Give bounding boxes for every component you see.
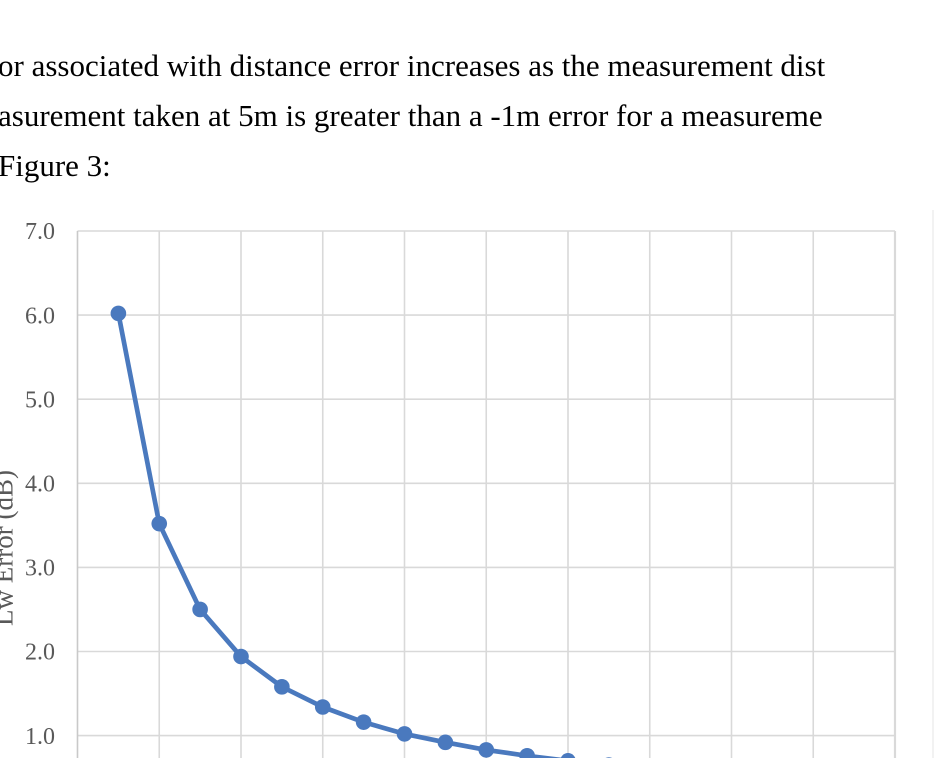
y-tick-label: 4.0	[25, 471, 55, 497]
data-point-marker	[396, 726, 413, 742]
data-point-marker	[233, 648, 249, 665]
y-tick-label: 5.0	[25, 387, 55, 413]
y-tick-label: 2.0	[25, 640, 55, 666]
figure-reference-label: Figure 3:	[0, 148, 111, 183]
data-point-marker	[274, 679, 290, 695]
data-point-marker	[151, 515, 168, 532]
y-tick-label: 1.0	[25, 724, 55, 750]
data-point-marker	[519, 747, 535, 758]
data-point-marker	[478, 742, 495, 758]
data-point-marker	[110, 305, 127, 322]
paragraph-line-1: or associated with distance error increa…	[0, 48, 826, 83]
data-point-marker	[437, 734, 454, 751]
data-point-marker	[192, 601, 208, 618]
y-tick-label: 3.0	[25, 556, 55, 582]
paragraph-line-2: asurement taken at 5m is greater than a …	[0, 98, 823, 133]
series-line	[116, 311, 565, 758]
data-point-marker	[560, 753, 576, 758]
y-tick-label: 6.0	[25, 303, 55, 329]
y-tick-label: 7.0	[25, 219, 55, 245]
y-axis-title: Lw Error (dB)	[0, 470, 19, 626]
data-point-marker	[314, 699, 331, 715]
data-point-marker	[355, 714, 372, 730]
